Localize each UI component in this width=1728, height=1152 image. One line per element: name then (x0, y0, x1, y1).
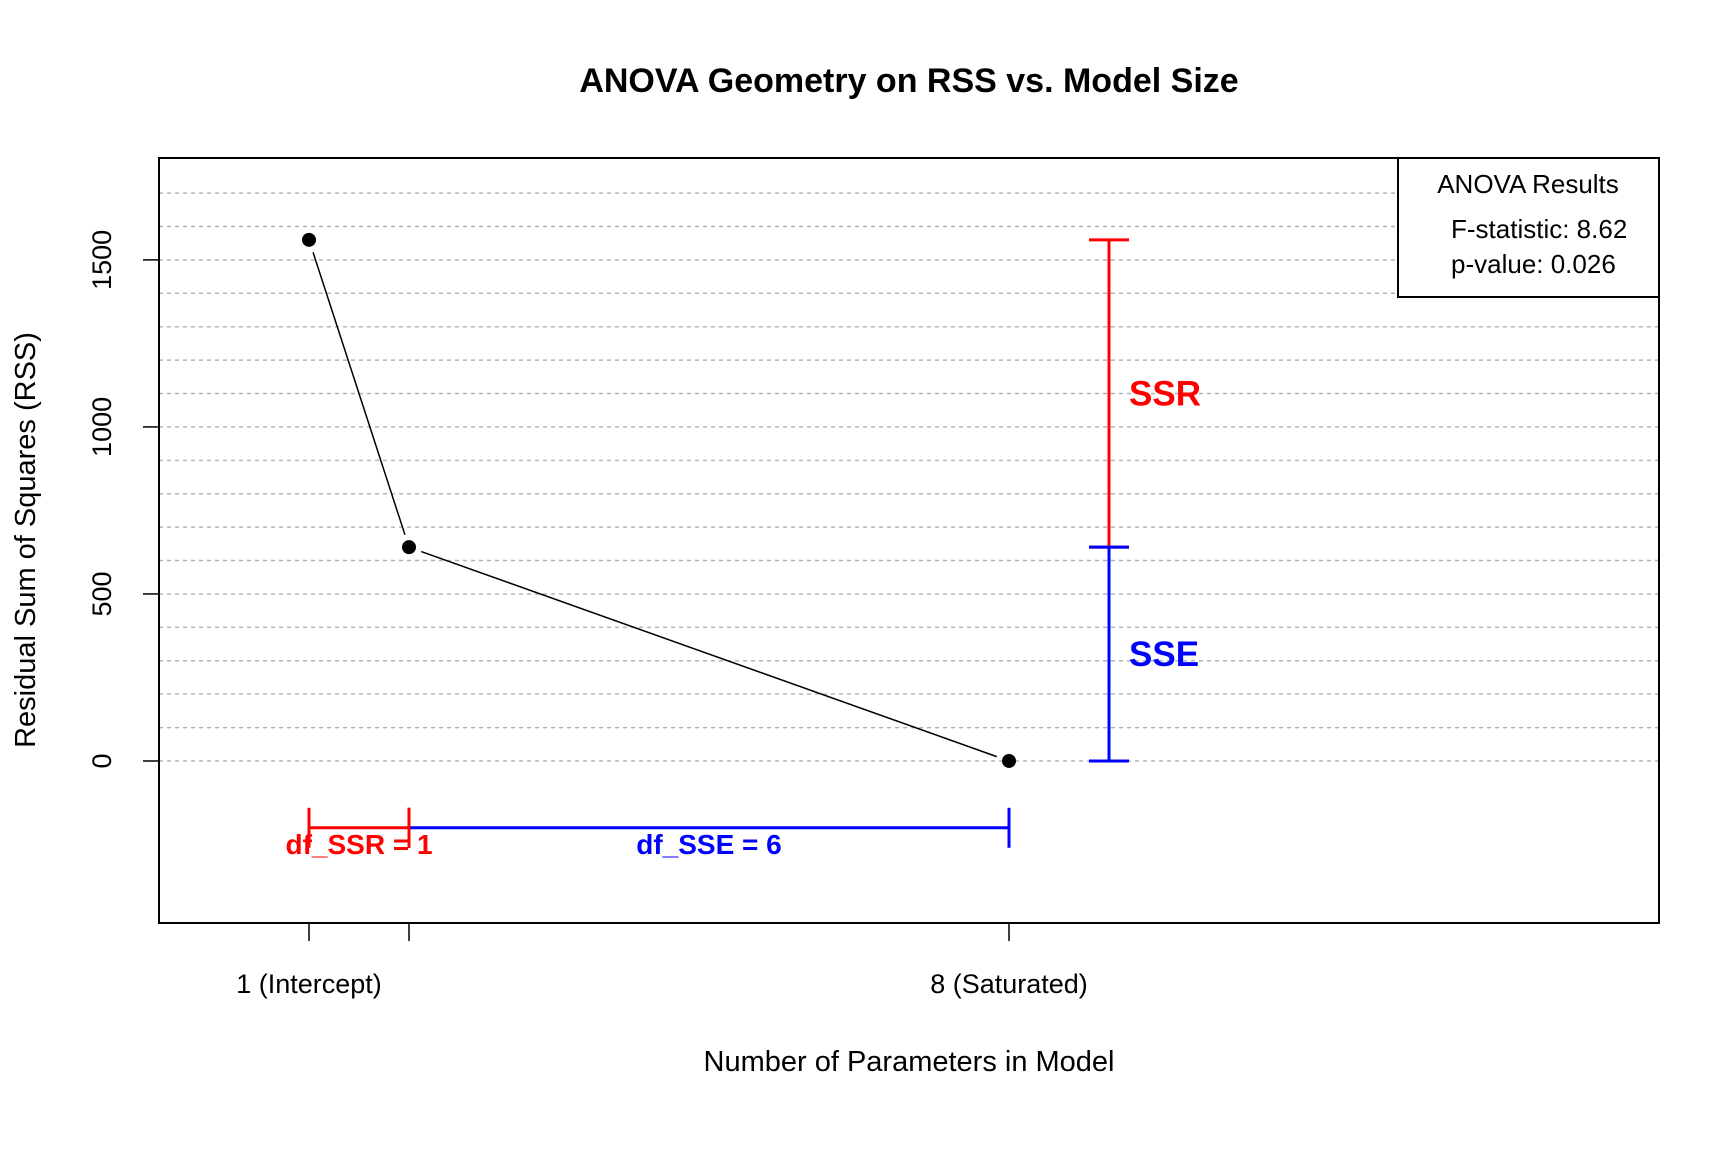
x-axis-label: Number of Parameters in Model (704, 1046, 1115, 1078)
series (302, 232, 1016, 768)
series-segment (312, 251, 406, 536)
axes: 0 500 1000 1500 1 (Intercept) 8 (Saturated) (87, 230, 1088, 999)
legend-title: ANOVA Results (1437, 169, 1619, 199)
y-tick-label: 0 (87, 753, 117, 768)
ssr-bracket-label: SSR (1129, 375, 1201, 414)
y-axis-label: Residual Sum of Squares (RSS) (10, 332, 42, 748)
y-tick-label: 1000 (87, 397, 117, 457)
series-segment (420, 550, 998, 758)
data-point (1002, 753, 1016, 768)
legend-box (1397, 157, 1660, 298)
df-ssr-label: df_SSR = 1 (285, 829, 432, 860)
chart-title: ANOVA Geometry on RSS vs. Model Size (579, 62, 1238, 100)
brackets: SSR SSE df_SSR = 1 df_SSE = 6 (285, 238, 1201, 860)
plot-frame (158, 157, 1660, 924)
data-point (402, 540, 416, 555)
df-sse-label: df_SSE = 6 (636, 829, 782, 860)
sse-bracket-label: SSE (1129, 635, 1199, 674)
y-tick-label: 1500 (87, 230, 117, 290)
legend: ANOVA Results F-statistic: 8.62 p-value:… (1397, 157, 1660, 298)
x-tick-label: 8 (Saturated) (930, 969, 1088, 999)
y-tick-label: 500 (87, 571, 117, 616)
legend-p-value: p-value: 0.026 (1451, 249, 1616, 279)
data-point (302, 232, 316, 247)
legend-f-statistic: F-statistic: 8.62 (1451, 214, 1627, 244)
x-tick-label: 1 (Intercept) (236, 969, 382, 999)
